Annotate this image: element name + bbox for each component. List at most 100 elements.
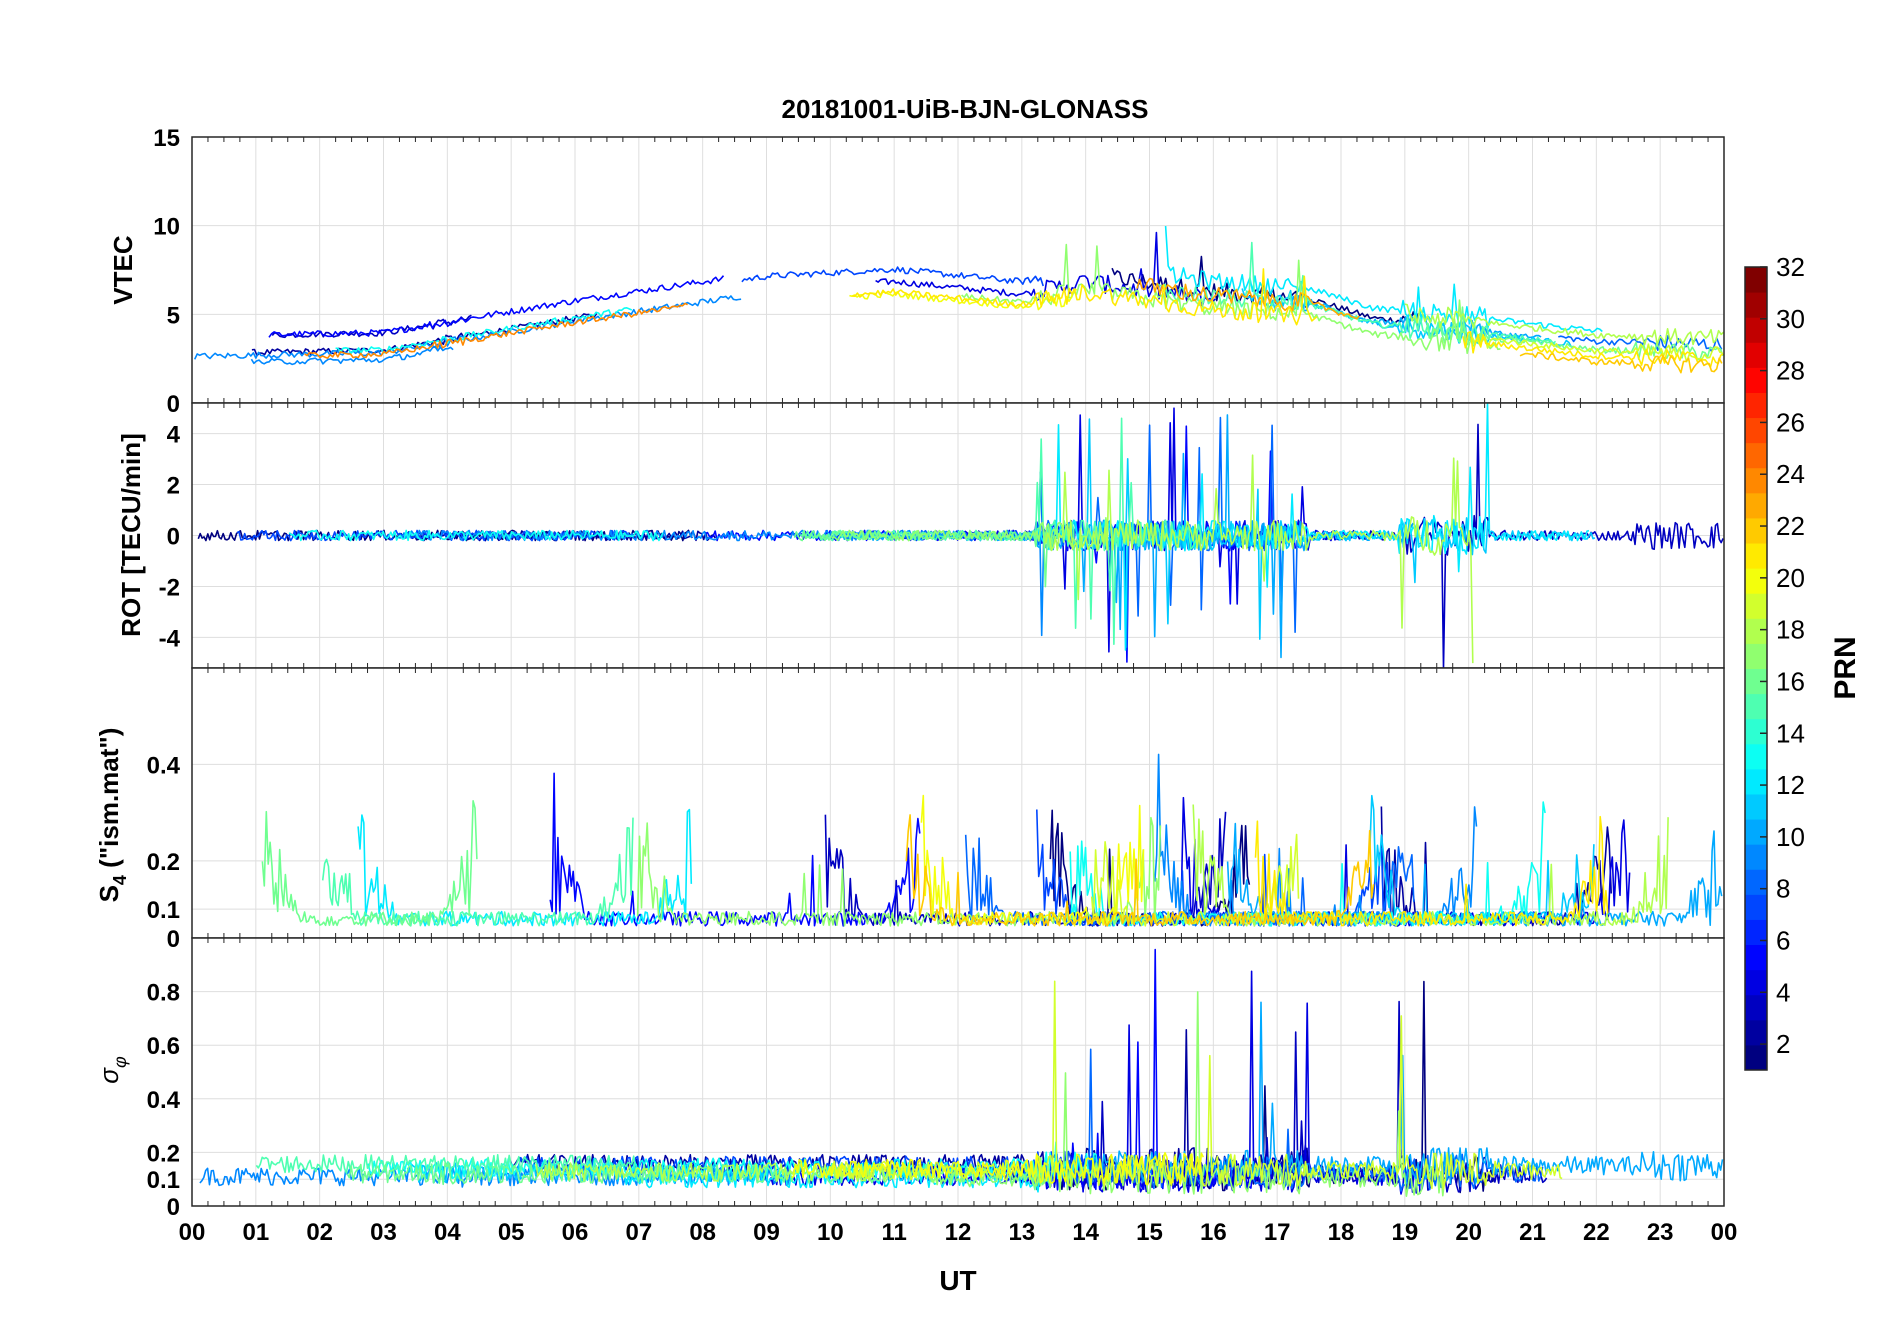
colorbar-segment [1745,668,1767,695]
x-tick-label: 07 [625,1219,652,1246]
colorbar-segment [1745,317,1767,343]
x-tick-label: 17 [1264,1219,1291,1246]
colorbar-tick-label: 4 [1776,977,1790,1007]
colorbar-tick-label: 30 [1776,304,1805,334]
x-tick-label: 12 [945,1219,972,1246]
vtec-series-line [1136,277,1360,320]
colorbar-tick-label: 22 [1776,511,1805,541]
colorbar-segment [1745,618,1767,644]
colorbar-frame [1744,266,1768,1071]
rot-series-line [1045,454,1474,664]
colorbar-segment [1745,1044,1767,1071]
x-tick-label: 10 [817,1219,844,1246]
vtec-series-line [1164,225,1603,333]
x-tick-label: 01 [242,1219,269,1246]
y-tick-label: 4 [167,422,181,449]
colorbar-segment [1745,994,1767,1021]
colorbar-segment [1745,869,1767,895]
colorbar-segment [1745,944,1767,971]
vtec-series-line [1519,351,1723,374]
s4-series-group [261,753,1723,927]
x-tick-label: 00 [1711,1219,1738,1246]
vtec-series-line [852,268,1318,326]
colorbar-label: PRN [1829,636,1862,699]
x-tick-label: 23 [1647,1219,1674,1246]
vtec-y-ticks: 0 5 10 15 [153,125,180,418]
colorbar-segment [1745,442,1767,469]
y-tick-label: 10 [153,214,180,241]
x-tick-label: 16 [1200,1219,1227,1246]
vtec-series-line [1404,303,1725,346]
colorbar-tick-label: 14 [1776,718,1805,748]
x-tick-label: 22 [1583,1219,1610,1246]
colorbar-segment [1745,568,1767,594]
vtec-series-line [849,288,1078,311]
x-tick-label: 18 [1328,1219,1355,1246]
colorbar-tick-label: 10 [1776,822,1805,852]
rot-panel: -4 -2 0 2 4 ROT [TECU/min] [116,402,1725,669]
colorbar-segment [1745,392,1767,419]
colorbar-segment [1745,768,1767,795]
rot-series-line [831,517,1109,552]
sigma-phi-axes-frame [191,937,1725,1207]
sigma-phi-y-ticks: 00.10.2 0.4 0.6 0.8 [147,980,181,1221]
colorbar-segment [1745,844,1767,870]
x-axis-label: UT [939,1265,976,1296]
colorbar-segment [1745,793,1767,820]
y-tick-label: 0.4 [147,1087,181,1114]
y-tick-label: 0 [167,926,180,953]
colorbar-tick-label: 26 [1776,407,1805,437]
sigma-phi-ylabel: σφ [94,1056,130,1084]
colorbar-segment [1745,894,1767,920]
rot-series-line [793,522,1060,588]
s4-series-line [905,814,1375,927]
vtec-panel: 0 5 10 15 VTEC [108,125,1725,418]
x-tick-label: 09 [753,1219,780,1246]
y-tick-label: 0.1 [147,1167,180,1194]
y-tick-label: -2 [159,574,180,601]
colorbar-tick-label: 12 [1776,770,1805,800]
rot-y-ticks: -4 -2 0 2 4 [159,422,181,653]
colorbar-segment [1745,417,1767,444]
vtec-series-group [193,225,1725,374]
x-tick-label: 13 [1008,1219,1035,1246]
x-tick-label: 20 [1455,1219,1482,1246]
colorbar-segment [1745,517,1767,544]
colorbar-segment [1745,267,1767,293]
s4-series-line [1192,804,1669,927]
y-tick-label: 15 [153,125,180,152]
sigma-phi-panel: 00.10.2 0.4 0.6 0.8 σφ [94,937,1725,1221]
sigma-phi-series-line [829,980,1563,1190]
colorbar-segment [1745,543,1767,569]
rot-ylabel: ROT [TECU/min] [116,433,146,637]
x-tick-label: 19 [1391,1219,1418,1246]
colorbar-segment [1745,467,1767,494]
colorbar-segment [1745,492,1767,519]
colorbar-segments [1745,267,1767,1071]
x-tick-label: 05 [498,1219,525,1246]
y-tick-label: 0 [167,1194,180,1221]
colorbar-tick-label: 28 [1776,356,1805,386]
colorbar-tick-label: 32 [1776,252,1805,282]
vtec-series-line [250,346,454,366]
colorbar-segment [1745,1019,1767,1046]
colorbar-segment [1745,593,1767,619]
colorbar-segment [1745,718,1767,745]
s4-ylabel: S4 ("ism.mat") [94,728,130,903]
vtec-series-line [1471,336,1723,363]
sigma-phi-series-group [199,948,1724,1197]
s4-series-line [321,817,634,927]
s4-panel: 00.1 0.2 0.4 S4 ("ism.mat") [94,667,1725,953]
colorbar-tick-label: 8 [1776,874,1790,904]
x-tick-label: 21 [1519,1219,1546,1246]
y-tick-label: 0.2 [147,1140,180,1167]
colorbar-tick-label: 6 [1776,925,1790,955]
y-tick-label: 5 [167,302,180,329]
x-tick-label: 00 [179,1219,206,1246]
colorbar-tick-label: 20 [1776,563,1805,593]
y-tick-label: 0 [167,391,180,418]
y-tick-label: 0.2 [147,849,180,876]
